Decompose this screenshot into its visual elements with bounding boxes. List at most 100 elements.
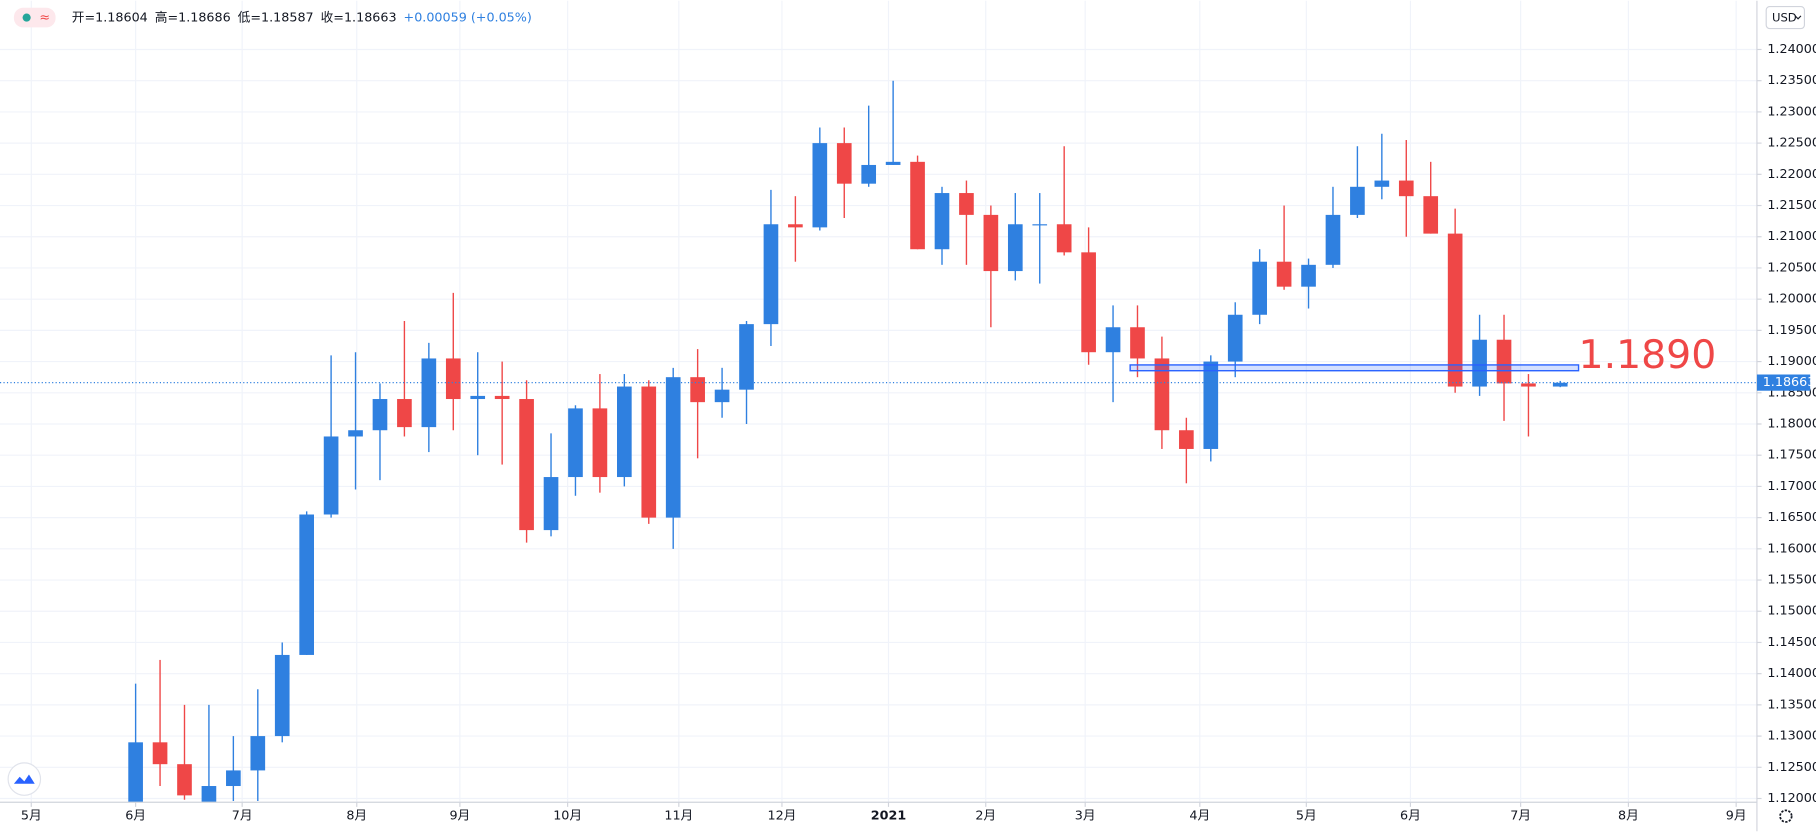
y-tick-label: 1.13000 [1767, 729, 1816, 744]
candle-body [617, 386, 632, 478]
candle-body [348, 430, 363, 437]
y-tick-label: 1.15500 [1767, 573, 1816, 588]
status-dot [22, 13, 31, 22]
candle-body [641, 386, 657, 518]
last-price-box [1756, 374, 1811, 391]
candle-body [152, 742, 168, 765]
candle-body [1423, 196, 1439, 234]
candle-body [250, 736, 266, 771]
legend-item: 低=1.18587 [238, 11, 314, 26]
candle-body [299, 514, 314, 655]
y-tick-label: 1.21500 [1767, 198, 1816, 213]
currency-caret [1794, 15, 1802, 20]
plot-area [0, 80, 1757, 803]
y-tick-label: 1.19000 [1767, 354, 1816, 369]
legend-item: 收=1.18663 [321, 11, 397, 26]
y-tick-label: 1.16500 [1767, 510, 1816, 525]
x-tick-label: 10月 [553, 809, 582, 824]
candle-body [1007, 224, 1023, 272]
x-tick-label: 11月 [664, 809, 693, 824]
x-tick-label: 6月 [125, 809, 146, 824]
candle-body [470, 395, 486, 400]
currency-button[interactable] [1765, 6, 1805, 30]
y-tick-label: 1.20500 [1767, 260, 1816, 275]
candle-body [1032, 224, 1048, 226]
y-tick-label: 1.22000 [1767, 167, 1816, 182]
candle-body [1203, 361, 1219, 449]
candle-body [1521, 383, 1536, 387]
candle-body [1350, 186, 1365, 215]
grid [0, 0, 1757, 803]
candle-body [1374, 180, 1390, 187]
candle-body [1325, 214, 1341, 265]
candle-body [1081, 252, 1096, 353]
candle-body [1154, 358, 1170, 431]
logo[interactable] [7, 762, 42, 796]
settings-button[interactable] [1779, 809, 1793, 823]
annotation-zone [1129, 364, 1580, 372]
x-tick-label: 8月 [1618, 809, 1639, 824]
candle-body [226, 770, 241, 787]
candle-body [274, 654, 290, 737]
candle-body [128, 742, 143, 803]
x-tick-label: 9月 [449, 809, 470, 824]
y-tick-label: 1.16000 [1767, 541, 1816, 556]
candle-body [421, 358, 437, 428]
logo-mark [13, 774, 35, 784]
candle-body [934, 193, 950, 250]
x-tick-label: 2月 [975, 809, 996, 824]
candle-body [372, 399, 388, 431]
y-tick-label: 1.24000 [1767, 42, 1816, 57]
candle-body [1301, 264, 1316, 287]
x-tick-label: 6月 [1400, 809, 1421, 824]
candle-body [1179, 430, 1194, 449]
y-tick-label: 1.21000 [1767, 229, 1816, 244]
axes: 1.12000 1.12500 1.13000 1.13500 1.14000 1.145… [21, 42, 1816, 824]
y-tick-label: 1.22500 [1767, 136, 1816, 151]
candle-body [739, 324, 754, 390]
candle-body [494, 395, 510, 400]
y-tick-label: 1.23500 [1767, 73, 1816, 88]
y-tick-label: 1.15000 [1767, 604, 1816, 619]
candle-body [1227, 314, 1243, 362]
x-tick-label: 7月 [232, 809, 253, 824]
candle-body [861, 164, 877, 184]
candle-body [763, 224, 779, 325]
x-tick-label: 5月 [1296, 809, 1317, 824]
y-tick-label: 1.13500 [1767, 697, 1816, 712]
y-tick-label: 1.12500 [1767, 760, 1816, 775]
candle-body [1496, 339, 1512, 384]
candle-body [1552, 382, 1568, 387]
y-tick-label: 1.12000 [1767, 791, 1816, 806]
x-tick-label: 5月 [21, 809, 42, 824]
candle-body [1252, 261, 1267, 315]
candle-body [519, 399, 534, 531]
candle-body [1105, 327, 1121, 353]
x-tick-label: 2021 [871, 809, 906, 824]
ohlc-legend: 开=1.18604 高=1.18686 低=1.18587 收=1.18663 +0.0… [72, 10, 532, 26]
candle-body [445, 358, 461, 400]
candle-body [1447, 233, 1463, 387]
candle-body [397, 399, 412, 428]
candle-body [714, 389, 730, 403]
candle-body [543, 477, 559, 531]
last-price-label: 1.18663 [1763, 375, 1816, 390]
candle-body [201, 786, 217, 803]
y-tick-label: 1.14500 [1767, 635, 1816, 650]
x-tick-label: 9月 [1726, 809, 1747, 824]
status-pill[interactable] [13, 7, 56, 28]
candle-body [788, 224, 803, 228]
y-tick-label: 1.19500 [1767, 323, 1816, 338]
x-tick-label: 3月 [1075, 809, 1096, 824]
y-tick-label: 1.18000 [1767, 416, 1816, 431]
candle-body [568, 408, 583, 478]
currency-label: USD [1772, 11, 1797, 25]
candle-body [592, 408, 608, 478]
x-tick-label: 8月 [346, 809, 367, 824]
x-tick-label: 4月 [1189, 809, 1210, 824]
candle-body [323, 436, 339, 515]
candle-body [1130, 327, 1145, 359]
